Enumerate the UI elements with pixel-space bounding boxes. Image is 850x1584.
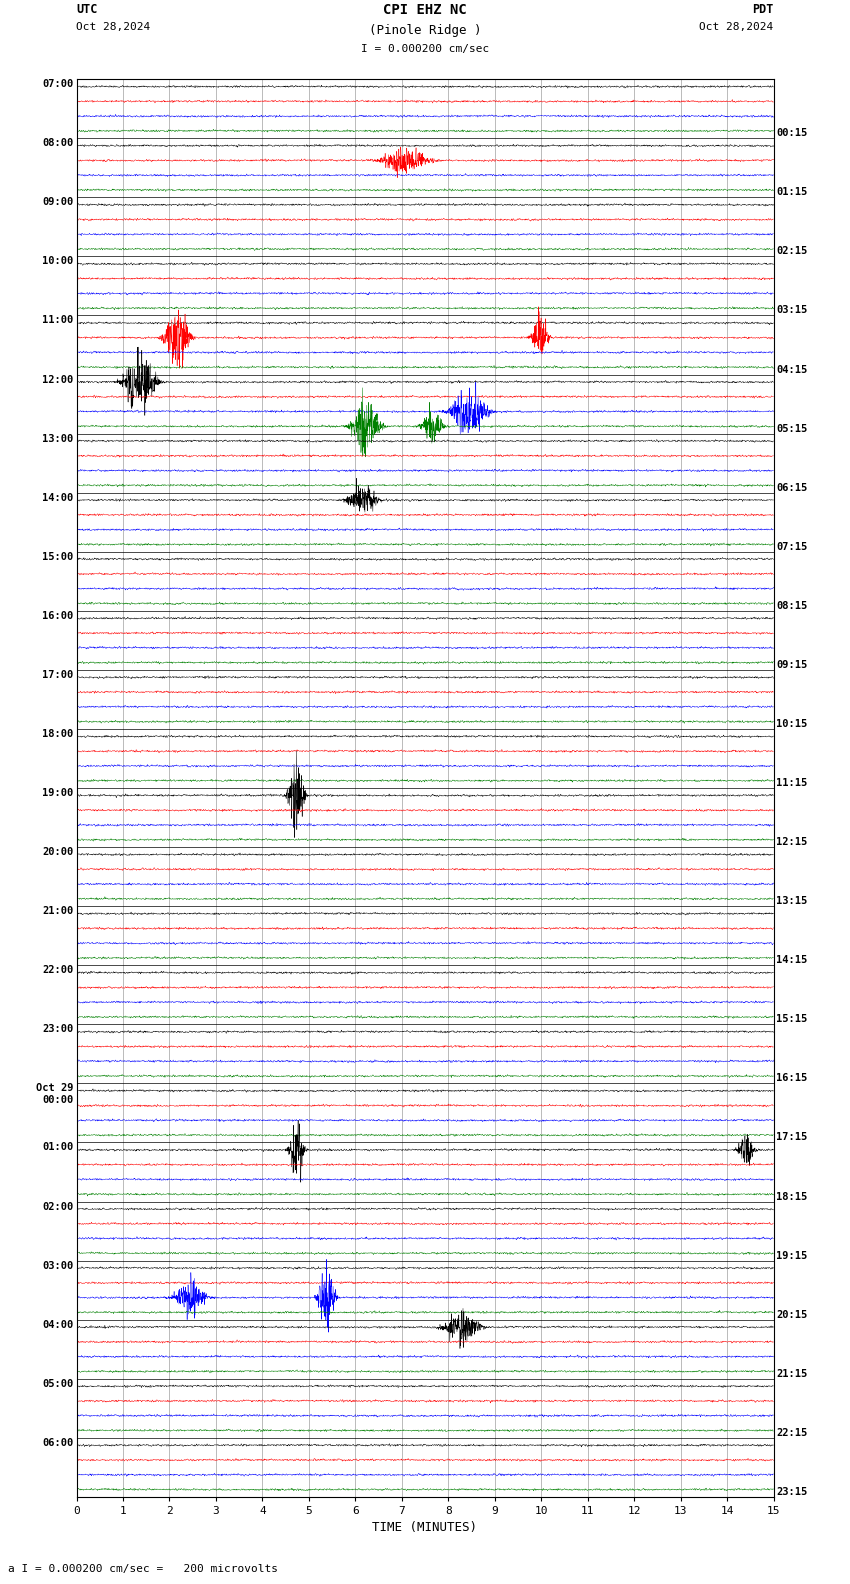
Text: 15:00: 15:00: [42, 551, 74, 562]
Text: 21:15: 21:15: [776, 1369, 808, 1378]
Text: 11:00: 11:00: [42, 315, 74, 325]
Text: 14:15: 14:15: [776, 955, 808, 965]
Text: 06:00: 06:00: [42, 1438, 74, 1448]
Text: 14:00: 14:00: [42, 493, 74, 502]
Text: Oct 28,2024: Oct 28,2024: [700, 22, 774, 32]
Text: 08:00: 08:00: [42, 138, 74, 149]
Text: 12:15: 12:15: [776, 836, 808, 847]
Text: 09:00: 09:00: [42, 198, 74, 208]
Text: Oct 28,2024: Oct 28,2024: [76, 22, 150, 32]
Text: 13:00: 13:00: [42, 434, 74, 444]
Text: 18:15: 18:15: [776, 1191, 808, 1202]
Text: 03:15: 03:15: [776, 306, 808, 315]
Text: 09:15: 09:15: [776, 661, 808, 670]
Text: 10:00: 10:00: [42, 257, 74, 266]
Text: 17:00: 17:00: [42, 670, 74, 680]
Text: (Pinole Ridge ): (Pinole Ridge ): [369, 24, 481, 36]
Text: 04:00: 04:00: [42, 1319, 74, 1329]
Text: 18:00: 18:00: [42, 729, 74, 740]
Text: 08:15: 08:15: [776, 600, 808, 611]
Text: 10:15: 10:15: [776, 719, 808, 729]
Text: 22:00: 22:00: [42, 965, 74, 976]
Text: 06:15: 06:15: [776, 483, 808, 493]
Text: UTC: UTC: [76, 3, 98, 16]
Text: Oct 29
00:00: Oct 29 00:00: [37, 1083, 74, 1106]
Text: 03:00: 03:00: [42, 1261, 74, 1270]
Text: 01:15: 01:15: [776, 187, 808, 198]
Text: 00:15: 00:15: [776, 128, 808, 138]
Text: 17:15: 17:15: [776, 1133, 808, 1142]
Text: PDT: PDT: [752, 3, 774, 16]
Text: 07:15: 07:15: [776, 542, 808, 551]
Text: 23:15: 23:15: [776, 1487, 808, 1497]
Text: I = 0.000200 cm/sec: I = 0.000200 cm/sec: [361, 44, 489, 54]
Text: 20:00: 20:00: [42, 847, 74, 857]
Text: 05:00: 05:00: [42, 1378, 74, 1389]
Text: 16:15: 16:15: [776, 1074, 808, 1083]
Text: 12:00: 12:00: [42, 374, 74, 385]
Text: CPI EHZ NC: CPI EHZ NC: [383, 3, 467, 17]
Text: 04:15: 04:15: [776, 364, 808, 374]
Text: 16:00: 16:00: [42, 611, 74, 621]
Text: 20:15: 20:15: [776, 1310, 808, 1319]
Text: 19:15: 19:15: [776, 1251, 808, 1261]
Text: 07:00: 07:00: [42, 79, 74, 89]
X-axis label: TIME (MINUTES): TIME (MINUTES): [372, 1522, 478, 1535]
Text: 21:00: 21:00: [42, 906, 74, 916]
Text: a I = 0.000200 cm/sec =   200 microvolts: a I = 0.000200 cm/sec = 200 microvolts: [8, 1565, 279, 1574]
Text: 02:00: 02:00: [42, 1202, 74, 1212]
Text: 05:15: 05:15: [776, 423, 808, 434]
Text: 19:00: 19:00: [42, 789, 74, 798]
Text: 23:00: 23:00: [42, 1025, 74, 1034]
Text: 15:15: 15:15: [776, 1014, 808, 1025]
Text: 22:15: 22:15: [776, 1427, 808, 1438]
Text: 11:15: 11:15: [776, 778, 808, 789]
Text: 01:00: 01:00: [42, 1142, 74, 1153]
Text: 13:15: 13:15: [776, 897, 808, 906]
Text: 02:15: 02:15: [776, 247, 808, 257]
